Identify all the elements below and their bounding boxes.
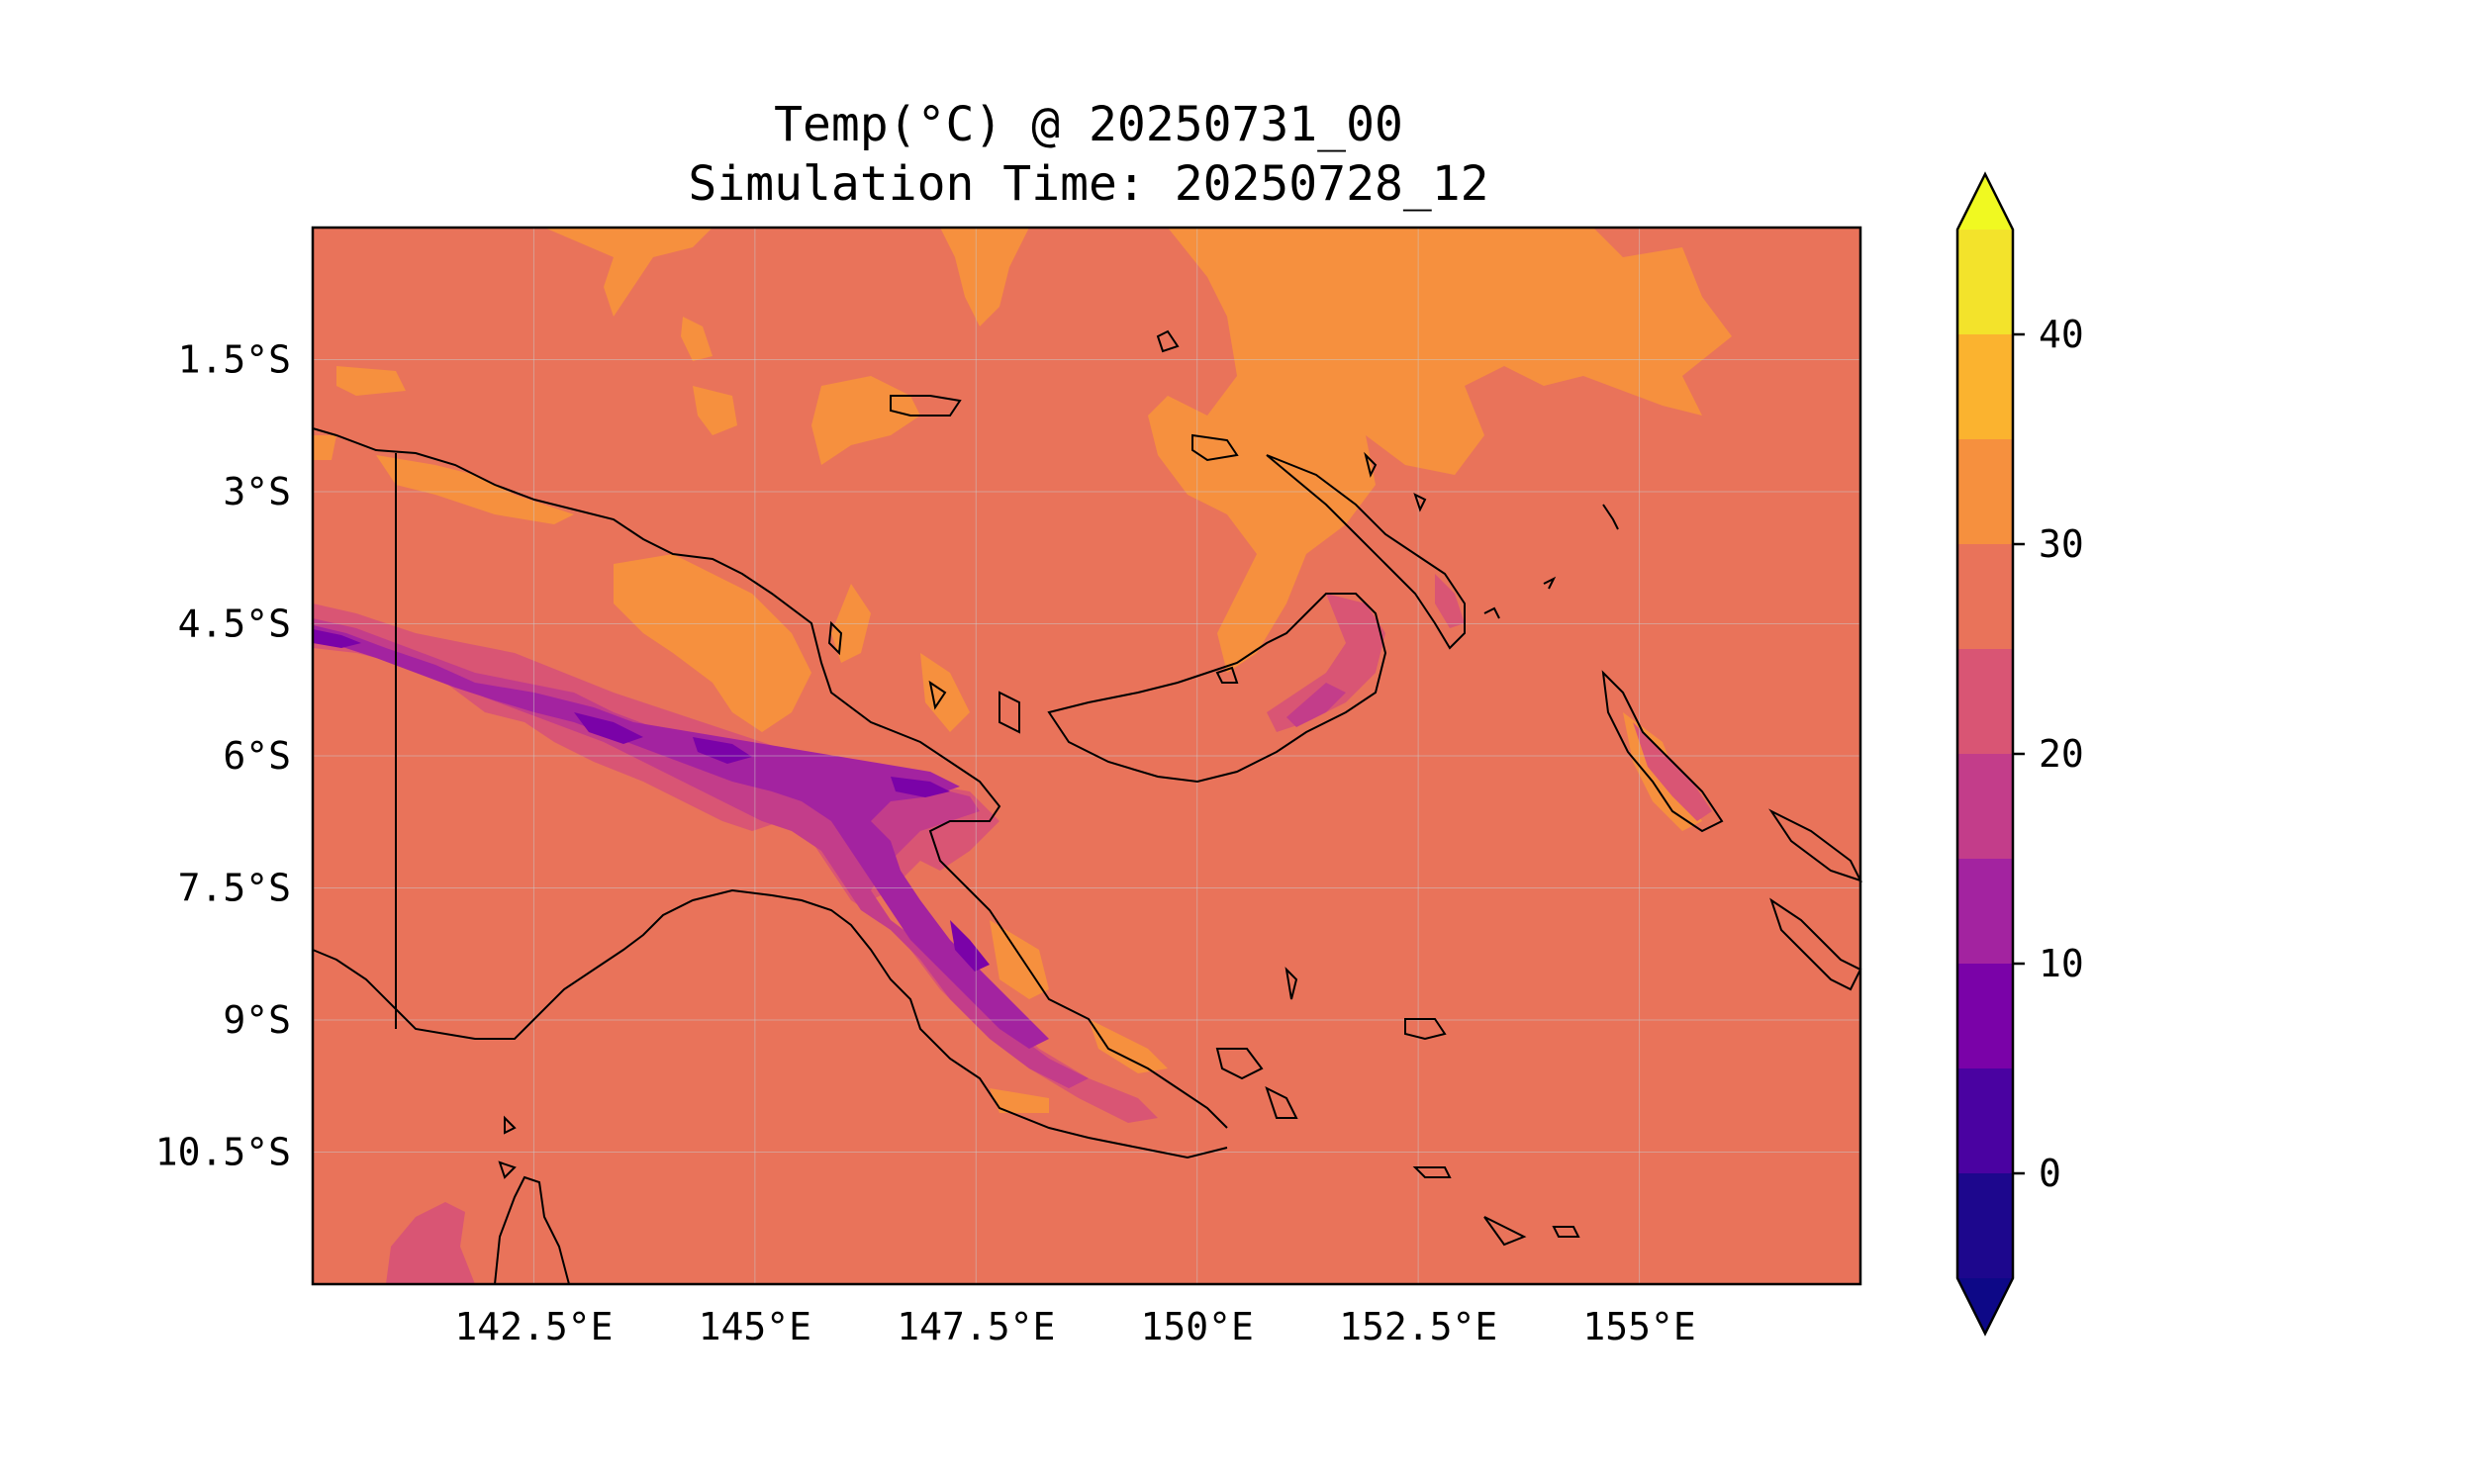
cool-region-new-britain-core — [1286, 683, 1346, 727]
lon-tick-label: 147.5°E — [897, 1305, 1055, 1348]
cool-region-new-ireland — [1435, 574, 1465, 628]
map-panel — [311, 226, 1862, 1286]
colorbar-level — [1957, 334, 2013, 439]
cool-region-highlands-core — [313, 618, 1089, 1088]
map-subtitle: Simulation Time: 20250728_12 — [688, 156, 1488, 212]
map-title: Temp(°C) @ 20250731_00 — [774, 97, 1403, 152]
colorbar-tick-label: 20 — [2039, 732, 2084, 776]
map-frame — [311, 226, 1862, 1286]
colorbar-level — [1957, 754, 2013, 859]
lat-tick-label: 9°S — [223, 998, 291, 1042]
coastline-new-guinea-north — [312, 427, 1228, 1129]
warm-region-south-coast — [990, 1088, 1049, 1113]
colorbar-level — [1957, 1173, 2013, 1278]
lat-tick-label: 3°S — [223, 470, 291, 513]
warm-region-north — [940, 228, 1029, 326]
longitude-tick-labels: 142.5°E 145°E 147.5°E 150°E 152.5°E 155°E — [454, 1305, 1695, 1348]
coastline-new-britain — [1047, 593, 1387, 784]
colorbar-outline — [1955, 171, 2015, 1337]
coastline-manus — [890, 395, 962, 417]
warm-region-islet-b — [693, 386, 737, 435]
colorbar-level — [1957, 859, 2013, 964]
colorbar-levels — [1957, 230, 2013, 1278]
colorbar-under-extension — [1957, 1278, 2013, 1334]
colorbar-tick-label: 0 — [2039, 1152, 2061, 1195]
temperature-field — [313, 228, 1732, 1284]
lat-tick-label: 4.5°S — [178, 603, 291, 646]
coastline-islets — [498, 329, 1619, 1247]
coastline-solomon-b — [1769, 897, 1862, 991]
lon-tick-label: 142.5°E — [454, 1305, 613, 1348]
lat-tick-label: 10.5°S — [155, 1131, 291, 1174]
warm-region-islet-a — [681, 317, 713, 361]
lat-tick-label: 6°S — [223, 734, 291, 778]
lon-tick-label: 150°E — [1141, 1305, 1254, 1348]
cool-contours — [313, 574, 1712, 1284]
colorbar-over-extension — [1957, 174, 2013, 230]
colorbar-tick-label: 10 — [2039, 942, 2084, 985]
lat-tick-label: 7.5°S — [178, 867, 291, 910]
coastline-new-hanover — [1191, 433, 1239, 462]
colorbar-level — [1957, 1068, 2013, 1173]
colorbar-tick-label: 30 — [2039, 522, 2084, 566]
warm-region-coastal-west — [376, 455, 574, 524]
gridlines — [313, 228, 1860, 1284]
colorbar-level — [1957, 544, 2013, 649]
colorbar-level — [1957, 964, 2013, 1068]
warm-region-papuan-coast — [990, 920, 1049, 999]
warm-region-sepik — [614, 554, 811, 732]
colorbar-tick-labels: 0 10 20 30 40 — [2013, 313, 2084, 1195]
lat-tick-label: 1.5°S — [178, 338, 291, 382]
warm-region-west-edge — [313, 435, 336, 460]
coastline-australia — [494, 1175, 570, 1285]
warm-region-papuan-east — [1089, 1019, 1168, 1073]
coastlines — [312, 329, 1862, 1285]
lon-tick-label: 155°E — [1582, 1305, 1695, 1348]
coastline-new-guinea-south — [312, 888, 1228, 1159]
cool-region-bougainville — [1633, 722, 1712, 821]
cool-region-far-south — [386, 1202, 475, 1284]
cool-region-new-britain — [1267, 594, 1385, 732]
latitude-tick-labels: 1.5°S 3°S 4.5°S 6°S 7.5°S 9°S 10.5°S — [155, 338, 291, 1174]
colorbar-tick-label: 40 — [2039, 313, 2084, 356]
colorbar: 0 10 20 30 40 — [1955, 171, 2084, 1337]
lon-tick-label: 152.5°E — [1339, 1305, 1497, 1348]
coastline-bougainville — [1601, 670, 1724, 833]
colorbar-level — [1957, 230, 2013, 334]
warm-region-islet-c — [811, 376, 920, 465]
colorbar-level — [1957, 439, 2013, 544]
warm-region-north-west — [544, 228, 713, 317]
warm-region-northeast — [1148, 228, 1732, 673]
coastline-new-ireland — [1266, 454, 1466, 650]
colorbar-level — [1957, 649, 2013, 754]
warm-region-west-coast — [336, 366, 406, 396]
lon-tick-label: 145°E — [699, 1305, 811, 1348]
